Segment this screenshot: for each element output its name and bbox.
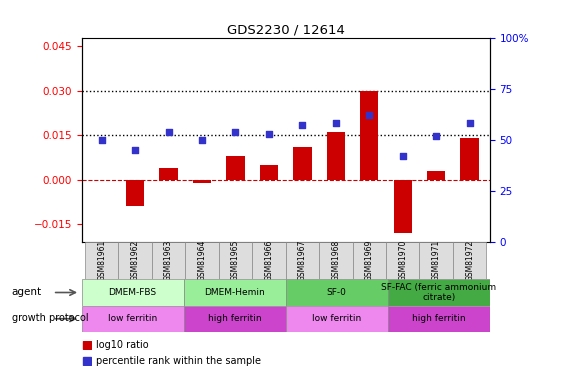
Point: [97, 137, 106, 143]
Bar: [152, 242, 185, 279]
Bar: [85, 242, 118, 279]
Bar: [286, 242, 319, 279]
Point: [164, 129, 173, 135]
Text: GSM81970: GSM81970: [398, 240, 408, 281]
Text: SF-FAC (ferric ammonium
citrate): SF-FAC (ferric ammonium citrate): [381, 283, 496, 302]
Bar: [353, 242, 386, 279]
Text: high ferritin: high ferritin: [412, 314, 465, 323]
Bar: [118, 242, 152, 279]
Text: GSM81965: GSM81965: [231, 240, 240, 281]
Point: [131, 147, 140, 153]
Point: [465, 120, 475, 126]
Bar: [427, 171, 445, 180]
Bar: [83, 357, 91, 364]
Bar: [185, 242, 219, 279]
Point: [298, 122, 307, 128]
Text: low ferritin: low ferritin: [108, 314, 157, 323]
Bar: [286, 279, 388, 306]
Bar: [461, 138, 479, 180]
Bar: [286, 306, 388, 332]
Bar: [453, 242, 486, 279]
Title: GDS2230 / 12614: GDS2230 / 12614: [227, 23, 345, 36]
Bar: [252, 242, 286, 279]
Point: [331, 120, 340, 126]
Point: [398, 153, 408, 159]
Text: GSM81969: GSM81969: [365, 240, 374, 281]
Text: low ferritin: low ferritin: [312, 314, 361, 323]
Text: high ferritin: high ferritin: [208, 314, 261, 323]
Bar: [319, 242, 353, 279]
Text: GSM81963: GSM81963: [164, 240, 173, 281]
Bar: [82, 306, 184, 332]
Text: log10 ratio: log10 ratio: [96, 340, 149, 350]
Text: GSM81972: GSM81972: [465, 240, 474, 281]
Text: growth protocol: growth protocol: [12, 313, 88, 323]
Text: SF-0: SF-0: [326, 288, 347, 297]
Bar: [326, 132, 345, 180]
Point: [231, 129, 240, 135]
Bar: [360, 91, 378, 180]
Bar: [219, 242, 252, 279]
Point: [431, 133, 441, 139]
Bar: [193, 180, 211, 183]
Text: GSM81967: GSM81967: [298, 240, 307, 281]
Text: GSM81961: GSM81961: [97, 240, 106, 281]
Text: percentile rank within the sample: percentile rank within the sample: [96, 356, 261, 366]
Bar: [293, 147, 311, 180]
Bar: [184, 306, 286, 332]
Bar: [388, 279, 490, 306]
Text: GSM81966: GSM81966: [265, 240, 273, 281]
Point: [264, 130, 273, 136]
Text: GSM81968: GSM81968: [331, 240, 340, 281]
Bar: [159, 168, 178, 180]
Text: DMEM-FBS: DMEM-FBS: [108, 288, 157, 297]
Text: GSM81962: GSM81962: [131, 240, 140, 281]
Bar: [386, 242, 420, 279]
Bar: [83, 341, 91, 349]
Bar: [420, 242, 453, 279]
Bar: [82, 279, 184, 306]
Text: agent: agent: [12, 287, 42, 297]
Text: GSM81964: GSM81964: [198, 240, 206, 281]
Text: DMEM-Hemin: DMEM-Hemin: [204, 288, 265, 297]
Bar: [394, 180, 412, 233]
Point: [364, 112, 374, 118]
Bar: [126, 180, 145, 206]
Bar: [226, 156, 245, 180]
Point: [198, 137, 207, 143]
Bar: [388, 306, 490, 332]
Text: GSM81971: GSM81971: [431, 240, 441, 281]
Bar: [260, 165, 278, 180]
Bar: [184, 279, 286, 306]
